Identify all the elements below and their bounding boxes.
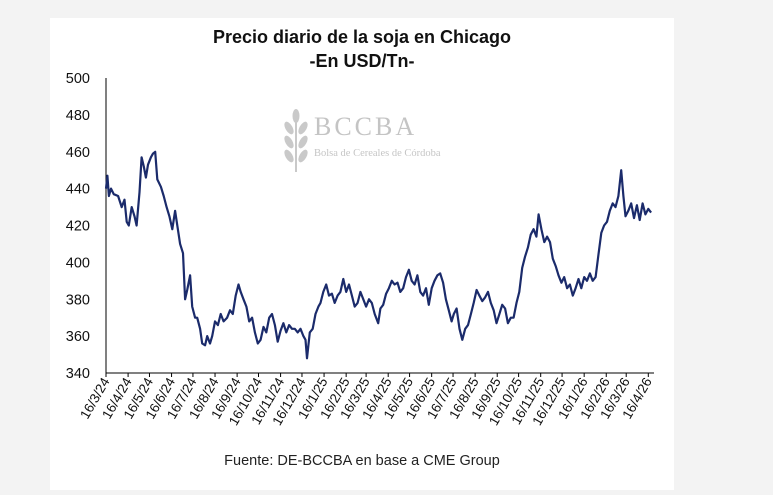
wheat-logo-icon [284, 109, 308, 172]
watermark-brand: BCCBA [314, 112, 418, 141]
chart-title: Precio diario de la soja en Chicago [212, 27, 512, 47]
line-chart: 340 360 380 400 420 440 460 480 500 16/3/2416/4/… [66, 71, 655, 428]
y-tick-label: 480 [66, 108, 90, 124]
y-axis: 340 360 380 400 420 440 460 480 500 [66, 71, 107, 382]
y-tick-label: 440 [66, 182, 90, 198]
y-tick-label: 500 [66, 71, 90, 87]
y-tick-label: 420 [66, 219, 90, 235]
y-tick-label: 360 [66, 329, 90, 345]
chart-card: Precio diario de la soja en Chicago -En … [50, 18, 674, 490]
y-tick-label: 460 [66, 145, 90, 161]
watermark-subtitle: Bolsa de Cereales de Córdoba [314, 148, 441, 159]
series-line [104, 150, 652, 360]
bccba-watermark: BCCBA Bolsa de Cereales de Córdoba [282, 108, 462, 172]
chart-source: Fuente: DE-BCCBA en base a CME Group [224, 453, 500, 469]
y-tick-label: 380 [66, 292, 90, 308]
x-axis: 16/3/2416/4/2416/5/2416/6/2416/7/2416/8/… [77, 372, 655, 428]
chart-subtitle: -En USD/Tn- [309, 51, 415, 71]
y-tick-label: 340 [66, 366, 90, 382]
y-tick-label: 400 [66, 255, 90, 271]
